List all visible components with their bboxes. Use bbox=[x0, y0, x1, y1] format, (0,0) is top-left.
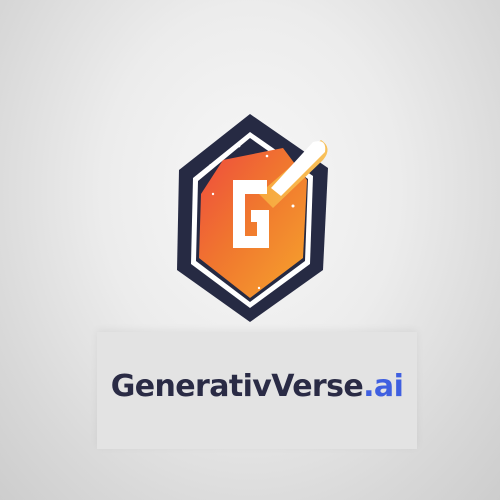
star bbox=[291, 204, 295, 208]
letter-g bbox=[233, 180, 269, 248]
shield-g-icon bbox=[177, 114, 328, 322]
brand-wordmark: GenerativVerse.ai bbox=[97, 365, 417, 409]
wordmark-panel: GenerativVerse.ai bbox=[97, 332, 417, 449]
star bbox=[209, 164, 213, 168]
star bbox=[211, 192, 215, 196]
star bbox=[237, 144, 241, 148]
star bbox=[257, 286, 261, 290]
swoosh-streak-white bbox=[271, 141, 326, 196]
brand-logo-mark bbox=[163, 108, 338, 330]
wordmark-extension: .ai bbox=[363, 369, 404, 404]
wordmark-name: GenerativVerse bbox=[110, 369, 364, 404]
star bbox=[265, 154, 269, 158]
